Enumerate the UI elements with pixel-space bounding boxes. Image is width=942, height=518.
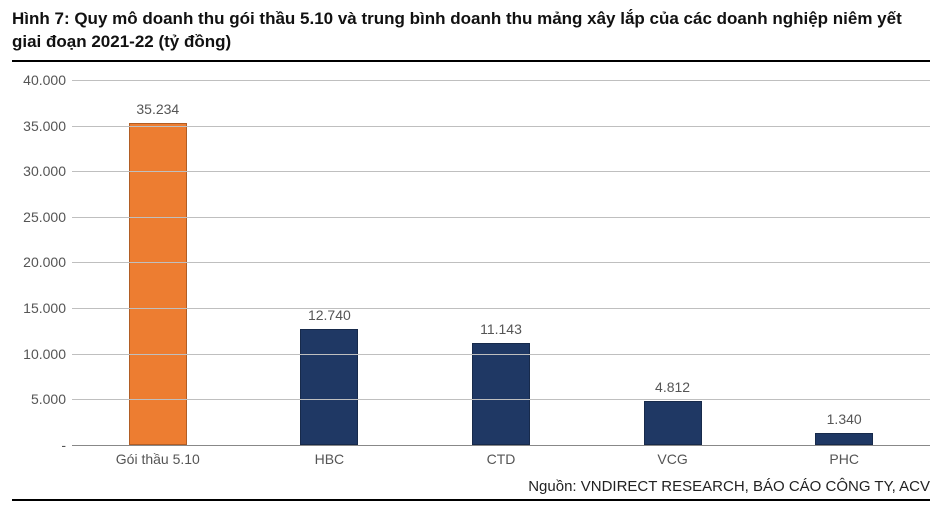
y-axis-tick-label: 25.000: [12, 209, 66, 225]
y-axis-tick-label: 15.000: [12, 300, 66, 316]
plot-area: 35.234Gói thầu 5.1012.740HBC11.143CTD4.8…: [72, 80, 930, 446]
grid-line: [72, 399, 930, 400]
x-axis-tick-label: CTD: [487, 451, 516, 467]
chart-container: 35.234 Gói thầu 5.10 12.740 HBC 11.143 CTD 4.8…: [12, 66, 930, 476]
x-axis-tick-label: HBC: [315, 451, 345, 467]
source-attribution: Nguồn: VNDIRECT RESEARCH, BÁO CÁO CÔNG T…: [12, 476, 930, 501]
grid-line: [72, 217, 930, 218]
bar-value-label: 1.340: [827, 411, 862, 427]
x-axis-tick-label: VCG: [657, 451, 687, 467]
y-axis-tick-label: 30.000: [12, 163, 66, 179]
grid-line: [72, 308, 930, 309]
bar: [300, 329, 358, 445]
grid-line: [72, 80, 930, 81]
x-axis-tick-label: Gói thầu 5.10: [116, 451, 200, 467]
bar: [815, 433, 873, 445]
bar-value-label: 4.812: [655, 379, 690, 395]
x-axis-tick-label: PHC: [829, 451, 859, 467]
bar-value-label: 11.143: [480, 321, 522, 337]
grid-line: [72, 126, 930, 127]
bar-value-label: 35.234: [136, 101, 179, 117]
bar-value-label: 12.740: [308, 307, 351, 323]
grid-line: [72, 171, 930, 172]
bar: [644, 401, 702, 445]
y-axis-tick-label: -: [12, 437, 66, 453]
chart-title: Hình 7: Quy mô doanh thu gói thầu 5.10 v…: [12, 8, 930, 62]
grid-line: [72, 262, 930, 263]
y-axis-tick-label: 20.000: [12, 254, 66, 270]
y-axis-tick-label: 10.000: [12, 346, 66, 362]
y-axis-tick-label: 40.000: [12, 72, 66, 88]
bar: [472, 343, 530, 445]
grid-line: [72, 354, 930, 355]
y-axis-tick-label: 5.000: [12, 391, 66, 407]
y-axis-tick-label: 35.000: [12, 118, 66, 134]
